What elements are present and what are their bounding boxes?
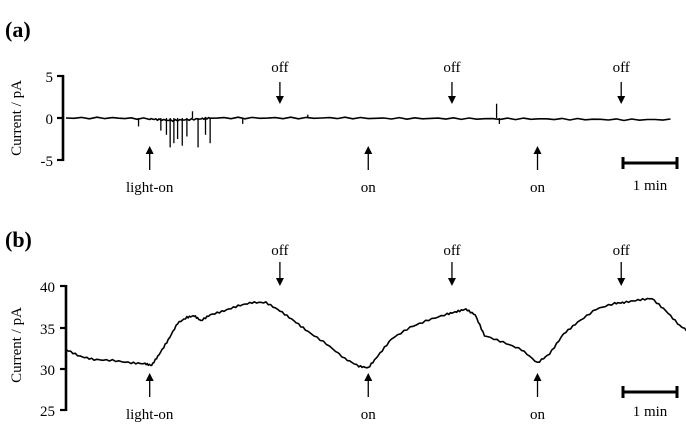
panel-b: (b) Current / pA 40 35 30 25 light-on off… [5, 227, 686, 423]
panel-a-scalebar-label: 1 min [633, 178, 668, 194]
on-label: on [530, 180, 546, 196]
panel-b-ytick-label: 30 [40, 363, 55, 379]
on-arrow-head [364, 373, 373, 381]
light-on-label: light-on [126, 180, 174, 196]
on-arrow-head [533, 146, 542, 154]
off-label: off [443, 60, 460, 76]
off-arrow-head [275, 278, 284, 286]
panel-a-ytick-label: -5 [41, 154, 54, 170]
current-trace [65, 116, 671, 123]
panel-b-ytick-label: 40 [40, 280, 55, 296]
off-arrow-head [617, 278, 626, 286]
off-label: off [271, 60, 288, 76]
off-label: off [443, 243, 460, 259]
panel-a-plot [65, 103, 671, 148]
panel-a-axis [57, 74, 65, 162]
off-arrow-head [617, 96, 626, 104]
off-arrow-head [447, 96, 456, 104]
panel-a-ytick-label: 5 [46, 70, 54, 86]
light-on-label: light-on [126, 407, 174, 423]
panel-b-axis [60, 284, 68, 412]
panel-b-scalebar-label: 1 min [633, 404, 668, 420]
off-label: off [613, 60, 630, 76]
on-arrow-head [145, 373, 154, 381]
panel-b-label: (b) [5, 227, 32, 252]
panel-b-plot [65, 297, 686, 369]
on-label: on [530, 407, 546, 423]
on-arrow-head [145, 146, 154, 154]
panel-a-ylabel: Current / pA [9, 80, 25, 156]
panel-a-scalebar: 1 min [621, 157, 679, 194]
panel-b-annotations: light-on off on off on off [126, 243, 630, 423]
panel-a-label: (a) [5, 17, 31, 42]
panel-b-scalebar: 1 min [621, 386, 679, 420]
panel-b-ytick-label: 25 [40, 404, 55, 420]
panel-b-ytick-label: 35 [40, 322, 55, 338]
on-label: on [361, 180, 377, 196]
on-arrow-head [533, 373, 542, 381]
panel-b-ylabel: Current / pA [9, 307, 25, 383]
off-arrow-head [447, 278, 456, 286]
panel-a-annotations: light-on off on off on off [126, 60, 630, 196]
on-arrow-head [364, 146, 373, 154]
off-label: off [613, 243, 630, 259]
panel-a: (a) Current / pA 5 0 -5 light-on off on off… [5, 17, 679, 196]
current-trace [65, 297, 686, 369]
off-label: off [271, 243, 288, 259]
on-label: on [361, 407, 377, 423]
off-arrow-head [275, 96, 284, 104]
panel-a-ytick-label: 0 [46, 112, 54, 128]
